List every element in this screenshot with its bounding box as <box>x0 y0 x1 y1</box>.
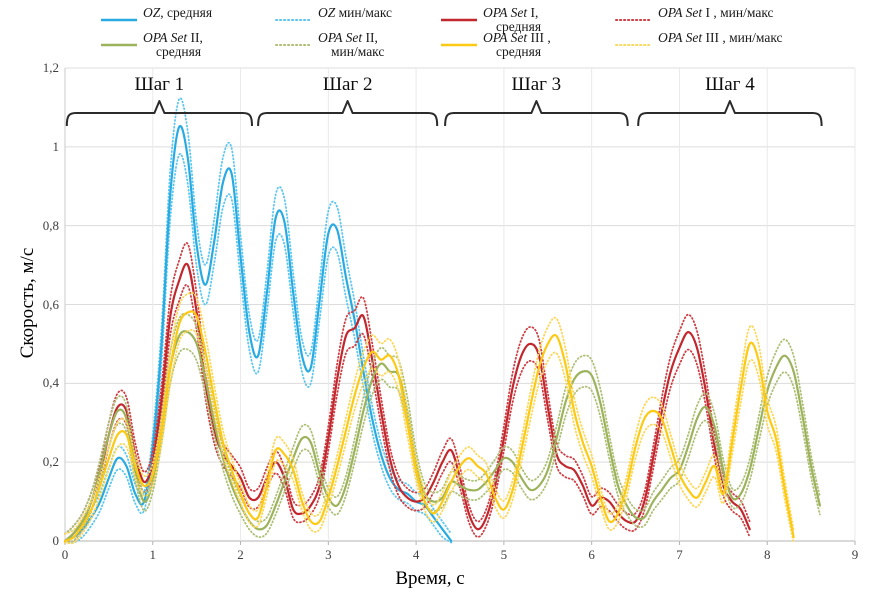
series-oz-minmax-max-line <box>64 97 453 535</box>
legend-swatch-solid-line <box>100 10 138 28</box>
legend-item-set3-mean: OPA Set III , средняя <box>440 31 551 59</box>
x-tick-label: 3 <box>325 547 332 562</box>
legend-item-oz-minmax: OZ мин/макс <box>275 6 392 28</box>
x-axis-title: Время, с <box>395 568 465 589</box>
legend-label: OZ мин/макс <box>318 5 393 20</box>
x-tick-label: 6 <box>588 547 595 562</box>
y-tick-label: 0,6 <box>42 296 59 312</box>
x-tick-label: 5 <box>500 547 508 562</box>
series-oz-minmax-min-line <box>64 152 453 544</box>
x-tick-label: 9 <box>851 547 859 562</box>
legend-item-set3-minmax: OPA Set III , мин/макс <box>615 31 783 53</box>
legend-label: OZ, средняя <box>143 5 213 20</box>
legend-swatch-solid-line <box>100 35 138 53</box>
legend-item-set2-minmax: OPA Set II, мин/макс <box>275 31 384 59</box>
x-tick-label: 4 <box>412 547 420 562</box>
x-tick-label: 1 <box>149 547 157 562</box>
legend-item-oz-mean: OZ, средняя <box>100 6 212 28</box>
y-tick-label: 1 <box>52 138 60 154</box>
legend-label: OPA Set II, средняя <box>143 30 203 59</box>
y-tick-label: 0,2 <box>42 454 59 470</box>
legend-label: OPA Set I , мин/макс <box>658 5 774 20</box>
legend-swatch-dotted-line <box>615 10 653 28</box>
series-set1-mean-line <box>63 262 751 543</box>
legend-label: OPA Set II, мин/макс <box>318 30 385 59</box>
series-set2-minmax-max-line <box>64 312 821 535</box>
legend-item-set1-mean: OPA Set I, средняя <box>440 6 541 34</box>
legend-label: OPA Set I, средняя <box>483 5 542 34</box>
legend-swatch-solid-line <box>440 10 478 28</box>
series-oz-mean-line <box>63 124 453 543</box>
series-set1-minmax-max-line <box>64 242 751 535</box>
x-tick-label: 8 <box>763 547 771 562</box>
legend-item-set1-minmax: OPA Set I , мин/макс <box>615 6 774 28</box>
step-label-3: Шаг 3 <box>511 74 562 95</box>
step-label-4: Шаг 4 <box>705 74 755 95</box>
legend-swatch-dotted-line <box>275 35 313 53</box>
step-bracket-1 <box>65 100 253 127</box>
legend-swatch-solid-line <box>440 35 478 53</box>
step-bracket-3 <box>444 100 629 127</box>
legend-swatch-dotted-line <box>275 10 313 28</box>
legend-swatch-dotted-line <box>615 35 653 53</box>
series-set2-mean-line <box>63 330 821 543</box>
step-bracket-2 <box>257 100 439 127</box>
series-set3-mean-line <box>63 310 795 543</box>
step-bracket-4 <box>637 100 823 127</box>
legend-label: OPA Set III , средняя <box>483 30 551 59</box>
series-set3-minmax-min-line <box>64 329 795 545</box>
y-tick-label: 0,8 <box>42 217 59 233</box>
y-tick-label: 0,4 <box>42 375 59 391</box>
x-tick-label: 0 <box>61 547 69 562</box>
x-tick-label: 2 <box>237 547 244 562</box>
legend-label: OPA Set III , мин/макс <box>658 30 783 45</box>
y-tick-label: 0 <box>52 533 60 548</box>
series-set2-minmax-min-line <box>64 347 821 544</box>
legend-item-set2-mean: OPA Set II, средняя <box>100 31 203 59</box>
y-axis-title: Скорость, м/с <box>17 247 38 359</box>
series-set3-minmax-max-line <box>64 291 795 535</box>
step-label-2: Шаг 2 <box>322 74 373 95</box>
series-set1-minmax-min-line <box>64 283 751 544</box>
x-tick-label: 7 <box>676 547 683 562</box>
step-label-1: Шаг 1 <box>134 74 185 95</box>
y-tick-label: 1,2 <box>42 60 59 75</box>
